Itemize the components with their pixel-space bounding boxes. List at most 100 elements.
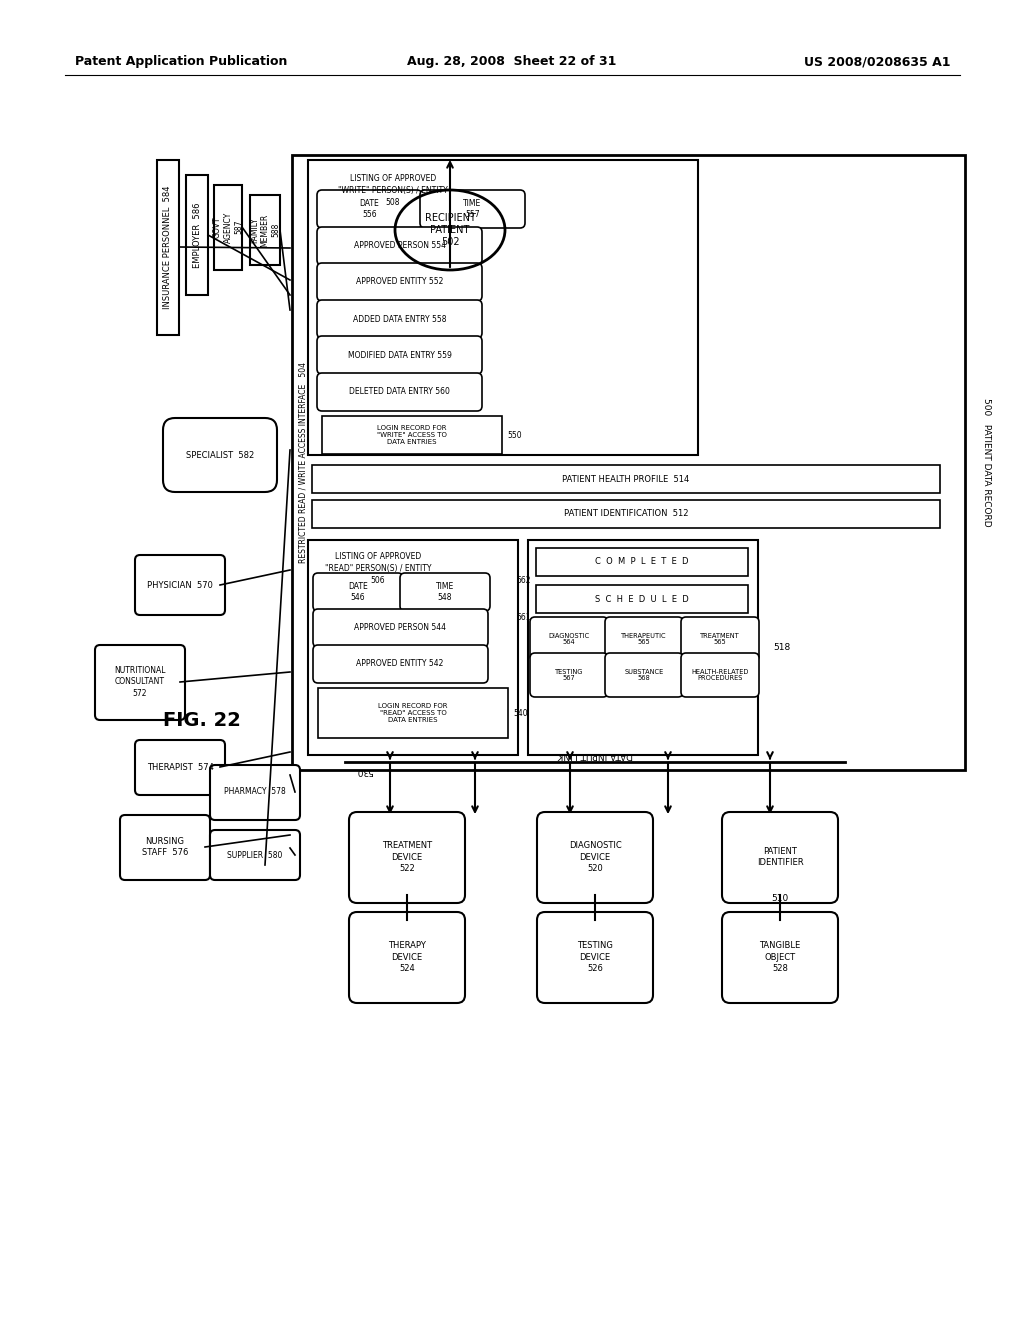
FancyBboxPatch shape (95, 645, 185, 719)
FancyBboxPatch shape (210, 830, 300, 880)
FancyBboxPatch shape (317, 263, 482, 301)
Text: 510: 510 (771, 894, 788, 903)
Text: 530: 530 (356, 766, 374, 775)
Bar (318, 688, 508, 738)
Text: DATA INPUT LINK: DATA INPUT LINK (557, 750, 633, 759)
Text: THERAPY
DEVICE
524: THERAPY DEVICE 524 (388, 941, 426, 973)
Bar (536, 585, 748, 612)
FancyBboxPatch shape (400, 573, 490, 611)
Text: DATE
556: DATE 556 (359, 199, 379, 219)
Text: C  O  M  P  L  E  T  E  D: C O M P L E T E D (595, 557, 689, 566)
Bar (308, 160, 698, 455)
Text: APPROVED PERSON 554: APPROVED PERSON 554 (353, 242, 445, 251)
Text: INSURANCE PERSONNEL  584: INSURANCE PERSONNEL 584 (164, 185, 172, 309)
Text: GOVT
AGENCY
587: GOVT AGENCY 587 (213, 211, 243, 243)
Text: PHYSICIAN  570: PHYSICIAN 570 (147, 581, 213, 590)
Text: TREATMENT
565: TREATMENT 565 (700, 632, 740, 645)
FancyBboxPatch shape (313, 573, 403, 611)
Text: SPECIALIST  582: SPECIALIST 582 (186, 450, 254, 459)
Text: HEALTH-RELATED
PROCEDURES: HEALTH-RELATED PROCEDURES (691, 668, 749, 681)
Text: TESTING
DEVICE
526: TESTING DEVICE 526 (578, 941, 613, 973)
Bar (308, 540, 518, 755)
FancyBboxPatch shape (681, 616, 759, 661)
Bar (186, 176, 208, 294)
Bar (157, 160, 179, 335)
Bar (312, 465, 940, 492)
FancyBboxPatch shape (313, 645, 488, 682)
Text: NUTRITIONAL
CONSULTANT
572: NUTRITIONAL CONSULTANT 572 (115, 667, 166, 697)
Text: TIME
548: TIME 548 (436, 582, 454, 602)
Text: TESTING
567: TESTING 567 (555, 668, 584, 681)
Text: ADDED DATA ENTRY 558: ADDED DATA ENTRY 558 (352, 314, 446, 323)
FancyBboxPatch shape (317, 337, 482, 374)
Text: PATIENT
IDENTIFIER: PATIENT IDENTIFIER (757, 847, 803, 867)
Text: THERAPIST  574: THERAPIST 574 (146, 763, 213, 771)
Text: 561: 561 (516, 612, 530, 622)
FancyBboxPatch shape (722, 812, 838, 903)
FancyBboxPatch shape (317, 227, 482, 265)
FancyBboxPatch shape (210, 766, 300, 820)
FancyBboxPatch shape (317, 374, 482, 411)
Text: APPROVED PERSON 544: APPROVED PERSON 544 (354, 623, 446, 632)
Text: LOGIN RECORD FOR
"READ" ACCESS TO
DATA ENTRIES: LOGIN RECORD FOR "READ" ACCESS TO DATA E… (378, 702, 447, 723)
Text: PHARMACY  578: PHARMACY 578 (224, 788, 286, 796)
Text: DIAGNOSTIC
564: DIAGNOSTIC 564 (549, 632, 590, 645)
Text: TREATMENT
DEVICE
522: TREATMENT DEVICE 522 (382, 841, 432, 873)
Bar (214, 185, 242, 271)
Bar (322, 416, 502, 454)
FancyBboxPatch shape (135, 741, 225, 795)
FancyBboxPatch shape (605, 616, 683, 661)
Text: 562: 562 (516, 576, 530, 585)
FancyBboxPatch shape (349, 912, 465, 1003)
Bar (536, 548, 748, 576)
Text: TIME
557: TIME 557 (464, 199, 481, 219)
Text: 550: 550 (507, 430, 521, 440)
Text: FIG. 22: FIG. 22 (163, 710, 241, 730)
Bar (312, 500, 940, 528)
Bar (250, 195, 280, 265)
Text: EMPLOYER  586: EMPLOYER 586 (193, 202, 202, 268)
Text: 518: 518 (773, 643, 791, 652)
Text: RESTRICTED READ / WRITE ACCESS INTERFACE   504: RESTRICTED READ / WRITE ACCESS INTERFACE… (299, 362, 307, 564)
Text: 540: 540 (513, 709, 527, 718)
Bar (292, 154, 965, 770)
Text: Aug. 28, 2008  Sheet 22 of 31: Aug. 28, 2008 Sheet 22 of 31 (408, 55, 616, 69)
Text: MODIFIED DATA ENTRY 559: MODIFIED DATA ENTRY 559 (347, 351, 452, 359)
Text: DELETED DATA ENTRY 560: DELETED DATA ENTRY 560 (349, 388, 450, 396)
FancyBboxPatch shape (163, 418, 278, 492)
FancyBboxPatch shape (349, 812, 465, 903)
Text: TANGIBLE
OBJECT
528: TANGIBLE OBJECT 528 (760, 941, 801, 973)
FancyBboxPatch shape (537, 812, 653, 903)
Text: PATIENT IDENTIFICATION  512: PATIENT IDENTIFICATION 512 (564, 510, 688, 519)
Text: US 2008/0208635 A1: US 2008/0208635 A1 (804, 55, 950, 69)
FancyBboxPatch shape (420, 190, 525, 228)
Text: LISTING OF APPROVED
"WRITE" PERSON(S) / ENTITY
508: LISTING OF APPROVED "WRITE" PERSON(S) / … (338, 174, 447, 207)
Text: NURSING
STAFF  576: NURSING STAFF 576 (141, 837, 188, 857)
Text: 500   PATIENT DATA RECORD: 500 PATIENT DATA RECORD (982, 399, 991, 527)
Text: SUBSTANCE
568: SUBSTANCE 568 (625, 668, 664, 681)
Text: SUPPLIER  580: SUPPLIER 580 (227, 850, 283, 859)
Text: FAMILY
MEMBER
588: FAMILY MEMBER 588 (250, 214, 280, 247)
Text: Patent Application Publication: Patent Application Publication (75, 55, 288, 69)
FancyBboxPatch shape (722, 912, 838, 1003)
Text: APPROVED ENTITY 552: APPROVED ENTITY 552 (355, 277, 443, 286)
Text: DIAGNOSTIC
DEVICE
520: DIAGNOSTIC DEVICE 520 (568, 841, 622, 873)
FancyBboxPatch shape (537, 912, 653, 1003)
Text: S  C  H  E  D  U  L  E  D: S C H E D U L E D (595, 594, 689, 603)
FancyBboxPatch shape (120, 814, 210, 880)
FancyBboxPatch shape (530, 653, 608, 697)
FancyBboxPatch shape (317, 190, 422, 228)
FancyBboxPatch shape (681, 653, 759, 697)
Text: RECIPIENT
PATIENT
502: RECIPIENT PATIENT 502 (425, 213, 475, 247)
Text: DATE
546: DATE 546 (348, 582, 368, 602)
Text: THERAPEUTIC
565: THERAPEUTIC 565 (622, 632, 667, 645)
Bar (528, 540, 758, 755)
Text: LISTING OF APPROVED
"READ" PERSON(S) / ENTITY
506: LISTING OF APPROVED "READ" PERSON(S) / E… (325, 552, 431, 585)
FancyBboxPatch shape (317, 300, 482, 338)
FancyBboxPatch shape (313, 609, 488, 647)
Text: PATIENT HEALTH PROFILE  514: PATIENT HEALTH PROFILE 514 (562, 474, 689, 483)
FancyBboxPatch shape (605, 653, 683, 697)
Text: LOGIN RECORD FOR
"WRITE" ACCESS TO
DATA ENTRIES: LOGIN RECORD FOR "WRITE" ACCESS TO DATA … (377, 425, 446, 446)
FancyBboxPatch shape (135, 554, 225, 615)
FancyBboxPatch shape (530, 616, 608, 661)
